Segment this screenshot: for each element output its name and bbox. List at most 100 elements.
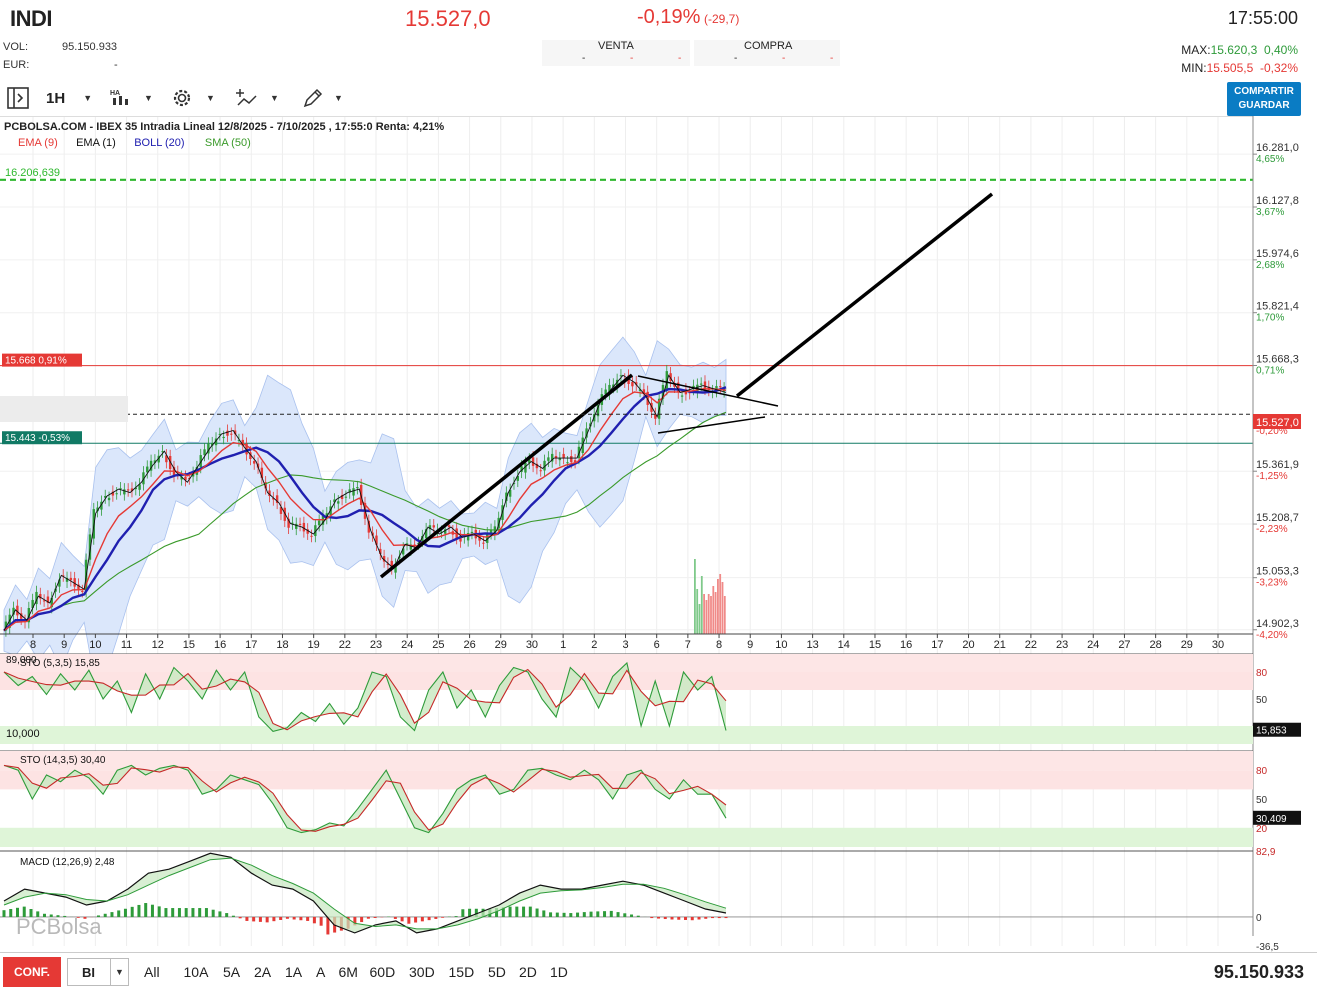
candle-body — [531, 457, 535, 466]
period-1d[interactable]: 1D — [550, 964, 568, 980]
macd-histogram-bar — [630, 914, 634, 917]
x-tick-label: 8 — [716, 639, 722, 651]
macd-histogram-bar — [690, 916, 694, 921]
period-2a[interactable]: 2A — [254, 964, 272, 980]
macd-histogram-bar — [252, 916, 256, 922]
panel-tick-label: 82,9 — [1256, 847, 1276, 858]
min-pct: -0,32% — [1259, 61, 1298, 75]
y-tick-label: 15.361,9 — [1256, 459, 1299, 471]
period-10a[interactable]: 10A — [183, 964, 209, 980]
period-all[interactable]: All — [144, 964, 160, 980]
macd-histogram-bar — [157, 906, 161, 917]
x-tick-label: 30 — [1212, 639, 1224, 651]
period-30d[interactable]: 30D — [409, 964, 435, 980]
candle-body — [604, 389, 607, 395]
gear-icon[interactable]: ▼ — [170, 84, 215, 112]
macd-histogram-bar — [272, 916, 276, 922]
y-tick-label: 15.974,6 — [1256, 248, 1299, 260]
candle-body — [562, 453, 565, 459]
candle-body — [367, 520, 371, 533]
candle-body — [642, 389, 646, 394]
level-label: 15.668 0,91% — [5, 356, 67, 367]
indicators-icon[interactable]: ▼ — [236, 84, 279, 112]
candle-body — [130, 488, 134, 492]
interval-select[interactable]: 1H ▼ — [46, 84, 92, 112]
x-tick-label: 26 — [463, 639, 475, 651]
macd-histogram-bar — [299, 916, 303, 921]
panel-value-text: 30,409 — [1256, 814, 1287, 825]
candle-body — [253, 461, 256, 464]
candle-body — [550, 453, 554, 462]
x-tick-label: 7 — [685, 639, 691, 651]
candle-body — [134, 487, 137, 490]
ema-9-line — [3, 388, 727, 632]
share-save-button[interactable]: COMPARTIR GUARDAR — [1227, 82, 1301, 116]
candle-body — [677, 382, 680, 393]
chevron-down-icon: ▼ — [334, 93, 343, 103]
candle-type-icon[interactable]: HA ▼ — [110, 84, 153, 112]
candle-body — [340, 495, 344, 500]
candle-body — [42, 600, 46, 602]
macd-histogram-bar — [650, 916, 654, 919]
last-price: 15.527,0 — [405, 6, 491, 31]
macd-histogram-bar — [245, 916, 249, 921]
x-tick-label: 19 — [308, 639, 320, 651]
candle-body — [375, 535, 378, 545]
candle-body — [88, 534, 92, 560]
candle-body — [149, 460, 153, 471]
oversold-zone — [0, 827, 1253, 847]
x-tick-label: 18 — [276, 639, 288, 651]
x-tick-label: 28 — [1150, 639, 1162, 651]
macd-histogram-bar — [441, 916, 445, 918]
symbol-title: INDI — [10, 6, 53, 31]
macd-histogram-bar — [360, 916, 364, 923]
oscillator-fast-line — [3, 661, 727, 733]
macd-histogram-bar — [434, 916, 438, 919]
period-60d[interactable]: 60D — [369, 964, 396, 980]
y-tick-pct: 3,67% — [1256, 207, 1284, 218]
candle-body — [8, 614, 11, 628]
legend-entry: EMA (1) — [76, 137, 116, 149]
change-points: (-29,7) — [704, 12, 740, 26]
x-tick-label: 27 — [1118, 639, 1130, 651]
period-5d[interactable]: 5D — [488, 964, 506, 980]
candle-body — [356, 487, 359, 489]
macd-histogram-bar — [677, 916, 681, 920]
period-6m[interactable]: 6M — [338, 964, 358, 980]
period-a[interactable]: A — [316, 964, 326, 980]
macd-histogram-bar — [704, 916, 708, 919]
bi-select[interactable]: BI ▼ — [67, 958, 129, 986]
config-button[interactable]: CONF. — [3, 957, 61, 987]
panel-tick-label: -36,5 — [1256, 942, 1279, 953]
candle-body — [111, 491, 115, 496]
x-tick-label: 23 — [370, 639, 382, 651]
candle-body — [222, 436, 225, 439]
candle-body — [424, 529, 428, 539]
candle-body — [486, 533, 489, 543]
y-tick-pct: -1,25% — [1256, 471, 1288, 482]
price-chart[interactable]: 16.206,639 15.668 0,91% 15.443 -0,53% 16.2… — [0, 116, 1317, 956]
panel-tick-label: 50 — [1256, 795, 1268, 806]
panel-toggle-icon[interactable] — [6, 84, 30, 112]
current-price-tag — [1253, 414, 1301, 429]
period-2d[interactable]: 2D — [519, 964, 537, 980]
candle-body — [218, 433, 222, 435]
period-15d[interactable]: 15D — [448, 964, 475, 980]
volume-bar — [721, 582, 724, 634]
eur-label: EUR: — [3, 59, 30, 71]
candle-body — [505, 492, 508, 502]
candle-body — [669, 373, 672, 382]
macd-histogram-bar — [623, 913, 627, 917]
candle-body — [306, 529, 309, 534]
target-projection-line — [735, 192, 994, 398]
venta-cell: - — [582, 53, 586, 64]
macd-histogram-bar — [218, 911, 222, 917]
drawing-pencil-icon[interactable]: ▼ — [302, 84, 343, 112]
candle-body — [535, 463, 539, 469]
period-1a[interactable]: 1A — [285, 964, 303, 980]
y-axis-labels: 16.281,04,65% 16.127,83,67% 15.974,62,68% 1… — [1253, 142, 1299, 641]
period-5a[interactable]: 5A — [223, 964, 241, 980]
macd-histogram-bar — [670, 916, 674, 920]
eur-value: - — [114, 59, 118, 71]
